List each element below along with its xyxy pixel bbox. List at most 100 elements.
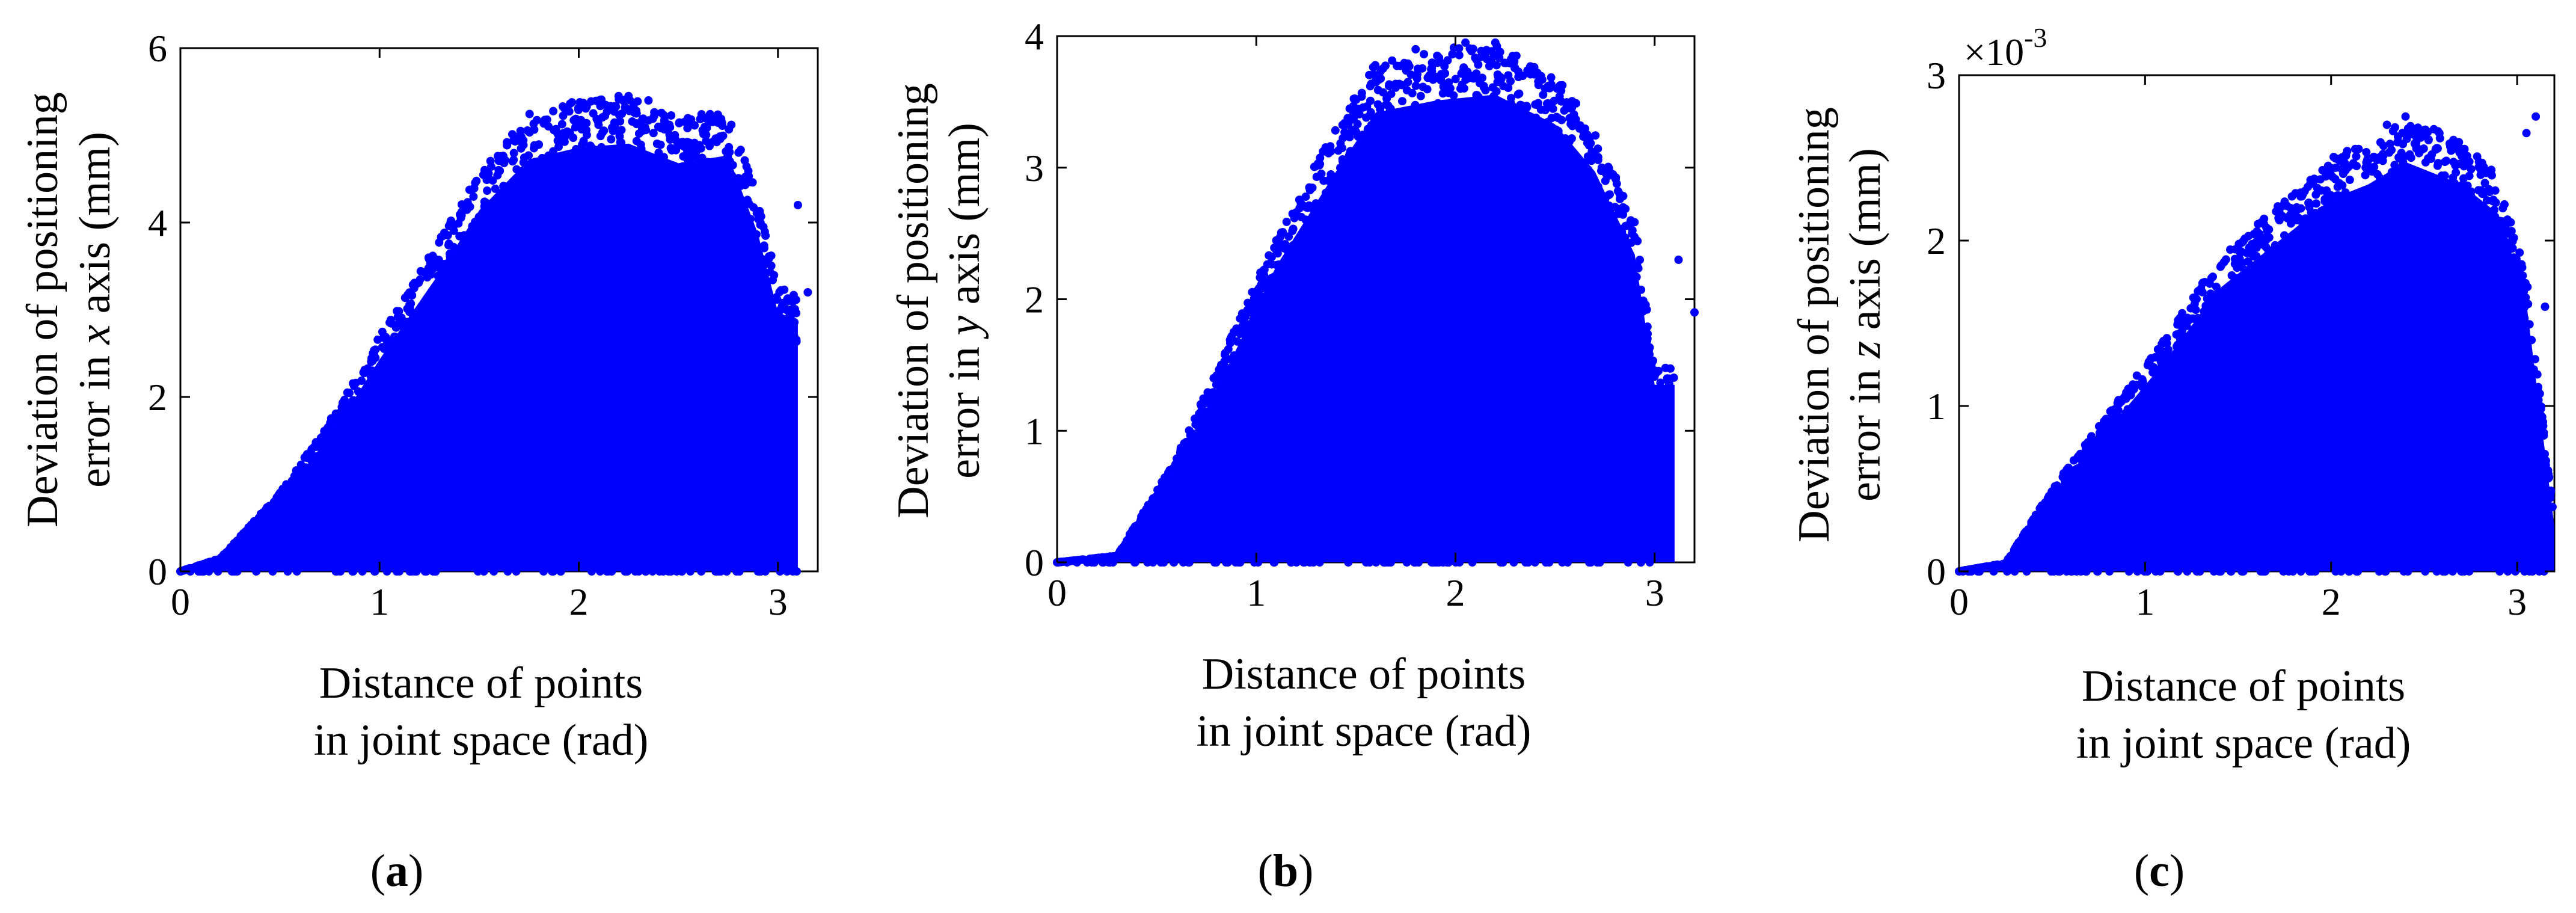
scatter-point [420, 567, 429, 576]
scatter-point [687, 179, 696, 188]
scatter-point [1414, 121, 1423, 130]
scatter-point [637, 174, 646, 182]
scatter-point [620, 151, 628, 160]
scatter-point [381, 333, 390, 342]
scatter-point [2362, 148, 2371, 156]
scatter-point [1581, 158, 1590, 167]
scatter-point [1597, 163, 1606, 172]
scatter-point [642, 567, 651, 576]
scatter-point [559, 111, 568, 120]
scatter-point [1269, 558, 1278, 567]
scatter-point [777, 301, 787, 310]
scatter-point [283, 567, 292, 576]
scatter-point [654, 122, 663, 131]
scatter-point [1426, 73, 1435, 82]
scatter-point [497, 204, 506, 214]
scatter-point [2397, 149, 2406, 158]
scatter-point [2151, 567, 2160, 576]
scatter-point [1099, 558, 1108, 567]
scatter-point [2539, 428, 2548, 437]
scatter-point [2378, 150, 2387, 159]
scatter-point [509, 155, 518, 164]
scatter-point [633, 97, 642, 106]
scatter-point [1245, 323, 1254, 332]
scatter-point [244, 523, 253, 532]
scatter-point [2216, 567, 2225, 576]
scatter-point [398, 322, 407, 331]
scatter-point [2405, 130, 2414, 139]
scatter-point [1220, 350, 1229, 359]
scatter-point [328, 417, 337, 426]
scatter-point [2174, 316, 2183, 325]
scatter-point [2440, 171, 2449, 180]
scatter-point [2432, 567, 2441, 576]
scatter-point [743, 195, 752, 204]
scatter-point [596, 567, 604, 576]
scatter-point [1221, 558, 1230, 567]
scatter-point [278, 491, 287, 500]
scatter-point [447, 217, 456, 225]
scatter-point [1308, 183, 1317, 192]
scatter-point [367, 372, 376, 381]
scatter-point [405, 320, 414, 328]
scatter-point [2266, 268, 2275, 277]
scatter-point [1287, 558, 1296, 567]
scatter-point [1556, 85, 1564, 94]
scatter-point [1449, 112, 1458, 121]
scatter-point [526, 185, 535, 194]
scatter-point [2389, 191, 2398, 200]
scatter-point [2054, 494, 2063, 503]
scatter-point [446, 250, 454, 259]
scatter-point [2148, 368, 2157, 377]
scatter-point [405, 303, 414, 311]
y-tick-label: 1 [1927, 385, 1946, 428]
scatter-point [256, 518, 265, 527]
scatter-point [1573, 177, 1581, 185]
scatter-point [2155, 384, 2164, 392]
scatter-point [2249, 230, 2259, 239]
scatter-point [2319, 231, 2328, 240]
scatter-point [2357, 203, 2366, 212]
scatter-point [1581, 124, 1589, 133]
scatter-point [1388, 56, 1397, 65]
scatter-point [2194, 313, 2203, 322]
scatter-point [538, 153, 547, 162]
scatter-point [1278, 228, 1287, 236]
scatter-point [2500, 200, 2509, 209]
scatter-point [559, 161, 568, 170]
scatter-point [1634, 264, 1643, 273]
scatter-point [2262, 243, 2271, 252]
scatter-point [567, 151, 576, 160]
scatter-point [2381, 180, 2390, 189]
scatter-point [2062, 567, 2071, 576]
scatter-point [1381, 100, 1390, 109]
scatter-point [1457, 69, 1466, 78]
scatter-point [1536, 105, 1545, 114]
scatter-point [1320, 224, 1329, 233]
scatter-point [2458, 180, 2467, 189]
scatter-point [713, 110, 722, 119]
scatter-point [741, 180, 750, 189]
scatter-point [1488, 83, 1497, 92]
scatter-point [1500, 58, 1509, 67]
scatter-point [728, 171, 737, 180]
scatter-point [2338, 181, 2347, 190]
scatter-point [1632, 272, 1641, 281]
scatter-point [233, 567, 242, 576]
scatter-point [649, 112, 658, 121]
scatter-point [1428, 63, 1437, 72]
scatter-point [1448, 50, 1457, 59]
scatter-point [655, 567, 664, 576]
scatter-point [696, 144, 705, 153]
scatter-point [1212, 380, 1221, 389]
scatter-point [2459, 174, 2468, 183]
scatter-point [620, 177, 629, 186]
scatter-point [474, 567, 482, 576]
scatter-point [311, 438, 320, 447]
scatter-point [1210, 558, 1219, 567]
scatter-point [2282, 253, 2291, 262]
scatter-point [2444, 198, 2453, 207]
scatter-point [596, 132, 605, 141]
scatter-point [1382, 94, 1391, 103]
